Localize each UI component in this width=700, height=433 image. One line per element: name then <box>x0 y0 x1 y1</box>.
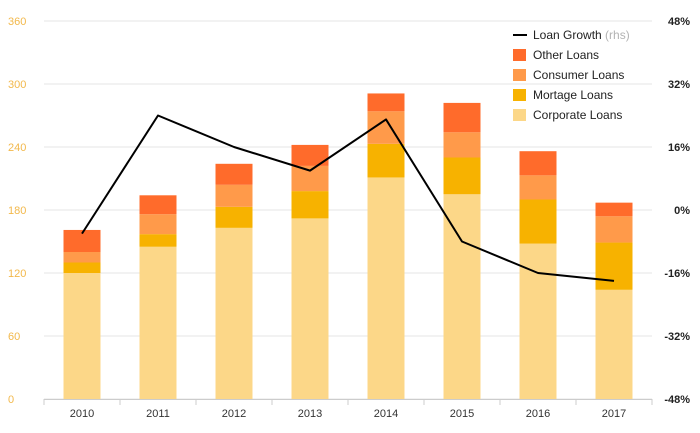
bar-segment-corporate-loans <box>139 246 177 399</box>
y-left-tick-label: 60 <box>8 331 20 343</box>
bar-segment-consumer-loans <box>595 216 633 243</box>
bar-segment-other-loans <box>595 202 633 217</box>
legend-label-consumer-loans: Consumer Loans <box>533 68 624 82</box>
y-right-tick-label: 0% <box>674 205 690 217</box>
bar-segment-other-loans <box>367 93 405 112</box>
bar-segment-mortage-loans <box>367 143 405 178</box>
bar-segment-mortage-loans <box>291 191 329 219</box>
y-left-tick-label: 300 <box>8 79 26 91</box>
bar-segment-consumer-loans <box>215 184 253 207</box>
bar-segment-corporate-loans <box>519 243 557 399</box>
x-tick-label: 2011 <box>146 408 170 420</box>
bar-segment-other-loans <box>215 163 253 185</box>
x-tick-label: 2012 <box>222 408 246 420</box>
y-right-tick-label: -48% <box>664 394 690 406</box>
x-tick-label: 2015 <box>450 408 474 420</box>
legend-label-mortage-loans: Mortage Loans <box>533 88 613 102</box>
legend-label-suffix: (rhs) <box>605 28 630 42</box>
y-right-tick-label: 32% <box>668 79 690 91</box>
bar-segment-mortage-loans <box>63 262 101 273</box>
y-left-tick-label: 360 <box>8 16 26 28</box>
bar-segment-consumer-loans <box>63 252 101 263</box>
bar-segment-other-loans <box>139 195 177 215</box>
bar-segment-mortage-loans <box>443 157 481 195</box>
bar-segment-mortage-loans <box>139 234 177 247</box>
bars <box>63 93 633 399</box>
bar-segment-mortage-loans <box>215 206 253 228</box>
y-right-tick-label: -16% <box>664 268 690 280</box>
bar-segment-other-loans <box>63 229 101 252</box>
y-left-tick-label: 240 <box>8 142 26 154</box>
x-tick-label: 2017 <box>602 408 626 420</box>
bar-segment-corporate-loans <box>63 273 101 399</box>
x-tick-label: 2013 <box>298 408 322 420</box>
y-right-tick-label: 16% <box>668 142 690 154</box>
legend-swatch-corporate-loans <box>513 109 526 121</box>
legend-swatch-other-loans <box>513 49 526 61</box>
legend-swatch-mortage-loans <box>513 89 526 101</box>
bar-segment-other-loans <box>291 144 329 166</box>
loan-growth-line <box>81 114 615 282</box>
bar-segment-corporate-loans <box>443 194 481 399</box>
legend: Loan Growth (rhs) Other Loans Consumer Loa… <box>513 28 630 122</box>
y-right-tick-label: 48% <box>668 16 690 28</box>
x-tick-label: 2016 <box>526 408 550 420</box>
legend-label-other-loans: Other Loans <box>533 48 599 62</box>
legend-swatch-consumer-loans <box>513 69 526 81</box>
bar-segment-consumer-loans <box>443 132 481 158</box>
y-left-tick-label: 180 <box>8 205 26 217</box>
bar-segment-other-loans <box>443 102 481 133</box>
x-axis <box>43 399 653 405</box>
y-left-tick-label: 0 <box>8 394 14 406</box>
bar-segment-corporate-loans <box>291 218 329 399</box>
loan-growth-line-layer <box>81 114 615 282</box>
bar-segment-corporate-loans <box>367 177 405 399</box>
y-left-tick-label: 120 <box>8 268 26 280</box>
bar-segment-corporate-loans <box>215 227 253 399</box>
bar-segment-other-loans <box>519 151 557 176</box>
bar-segment-consumer-loans <box>519 175 557 200</box>
x-tick-label: 2014 <box>374 408 398 420</box>
bar-segment-mortage-loans <box>595 242 633 290</box>
tick-labels: 0 60 120 180 240 300 360 -48% -32% -16% 0% 16% 32% 48… <box>8 16 690 420</box>
y-right-tick-label: -32% <box>664 331 690 343</box>
x-tick-label: 2010 <box>70 408 94 420</box>
legend-label-loan-growth: Loan Growth (rhs) <box>533 28 630 42</box>
bar-segment-mortage-loans <box>519 199 557 244</box>
legend-label-corporate-loans: Corporate Loans <box>533 108 622 122</box>
bar-segment-corporate-loans <box>595 289 633 399</box>
bar-segment-consumer-loans <box>139 214 177 235</box>
